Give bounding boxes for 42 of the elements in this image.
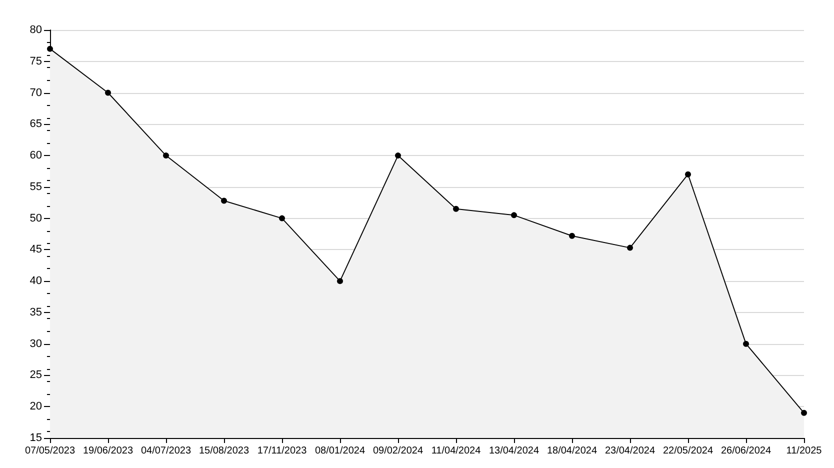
y-tick-label: 35 [30, 306, 42, 318]
y-tick-label: 25 [30, 369, 42, 382]
point [453, 206, 459, 212]
x-tick-label: 15/08/2023 [198, 446, 250, 456]
x-tick-label: 17/11/2023 [257, 446, 308, 456]
y-tick-label: 20 [30, 400, 42, 413]
x-tick-label: 09/02/2024 [372, 446, 424, 456]
point [221, 198, 227, 204]
y-tick-label: 15 [30, 432, 42, 444]
x-tick-label: 11/04/2024 [431, 446, 482, 456]
y-tick-label: 40 [30, 275, 42, 288]
point [163, 152, 169, 159]
point [337, 278, 343, 284]
x-tick-label: 13/04/2024 [488, 446, 540, 456]
y-tick-label: 30 [30, 338, 42, 350]
x-tick-label: 23/04/2024 [604, 446, 656, 456]
point [569, 232, 575, 239]
point [105, 90, 111, 96]
point [801, 410, 807, 416]
y-tick-label: 55 [30, 180, 42, 193]
point [279, 215, 285, 222]
y-tick-label: 45 [30, 244, 42, 256]
point [47, 46, 53, 52]
y-tick-label: 80 [30, 24, 42, 36]
point [395, 152, 401, 159]
x-tick-label: 07/05/2023 [24, 446, 76, 456]
y-tick-label: 70 [30, 86, 42, 99]
x-tick-label: 04/07/2023 [140, 446, 192, 456]
x-tick-label: 18/04/2024 [546, 446, 598, 456]
x-tick-label: 19/06/2023 [82, 446, 134, 456]
point [511, 212, 517, 218]
y-tick-label: 65 [30, 118, 42, 130]
x-tick-label: 22/05/2024 [662, 446, 714, 456]
point [743, 340, 749, 347]
y-tick-label: 60 [30, 150, 42, 162]
point [685, 171, 691, 178]
x-tick-label: 26/06/2024 [720, 446, 772, 456]
y-tick-label: 50 [30, 212, 42, 224]
point [627, 244, 633, 251]
x-tick-label: 08/01/2024 [314, 446, 366, 456]
x-tick-label: 11/2025 [786, 446, 822, 456]
y-tick-label: 75 [30, 55, 42, 68]
